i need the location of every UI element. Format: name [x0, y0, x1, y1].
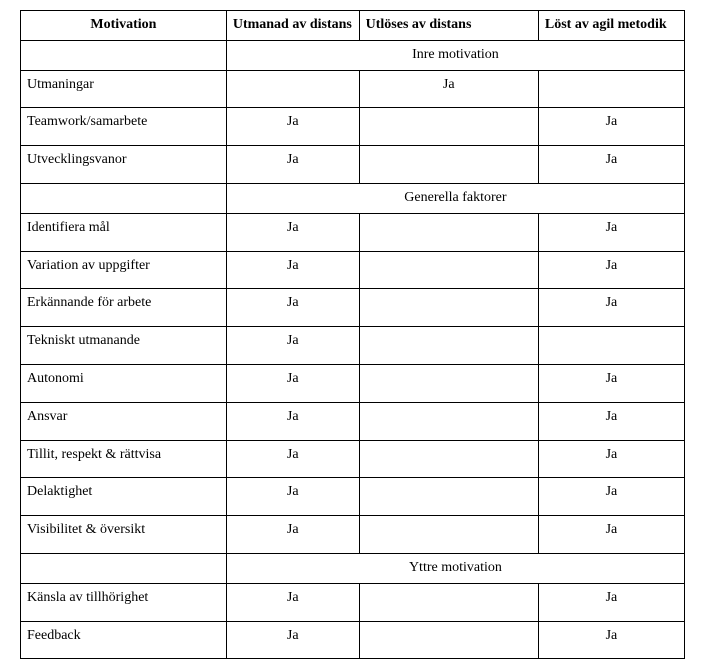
cell: Ja: [226, 621, 359, 659]
cell: [538, 70, 684, 108]
row-label: Autonomi: [21, 364, 227, 402]
header-col3: Löst av agil metodik: [538, 11, 684, 41]
row-label: Utvecklingsvanor: [21, 146, 227, 184]
row-label: Tekniskt utmanande: [21, 327, 227, 365]
cell: Ja: [226, 289, 359, 327]
cell: Ja: [359, 70, 538, 108]
cell: Ja: [538, 251, 684, 289]
cell: [359, 516, 538, 554]
cell: Ja: [226, 364, 359, 402]
cell: Ja: [538, 364, 684, 402]
table-row: Delaktighet Ja Ja: [21, 478, 685, 516]
header-col1: Utmanad av distans: [226, 11, 359, 41]
row-label: Variation av uppgifter: [21, 251, 227, 289]
section-blank: [21, 553, 227, 583]
table-header-row: Motivation Utmanad av distans Utlöses av…: [21, 11, 685, 41]
cell: Ja: [538, 516, 684, 554]
cell: Ja: [226, 327, 359, 365]
row-label: Delaktighet: [21, 478, 227, 516]
table-row: Autonomi Ja Ja: [21, 364, 685, 402]
cell: [359, 440, 538, 478]
cell: Ja: [226, 440, 359, 478]
section-title: Yttre motivation: [226, 553, 684, 583]
cell: [359, 583, 538, 621]
section-title: Generella faktorer: [226, 183, 684, 213]
cell: Ja: [538, 108, 684, 146]
cell: [359, 364, 538, 402]
row-label: Erkännande för arbete: [21, 289, 227, 327]
cell: Ja: [538, 478, 684, 516]
cell: [538, 327, 684, 365]
row-label: Feedback: [21, 621, 227, 659]
table-row: Teamwork/samarbete Ja Ja: [21, 108, 685, 146]
cell: [359, 108, 538, 146]
row-label: Tillit, respekt & rättvisa: [21, 440, 227, 478]
row-label: Känsla av tillhörighet: [21, 583, 227, 621]
cell: [359, 402, 538, 440]
cell: [226, 70, 359, 108]
table-row: Feedback Ja Ja: [21, 621, 685, 659]
cell: Ja: [226, 251, 359, 289]
header-motivation: Motivation: [21, 11, 227, 41]
cell: Ja: [226, 402, 359, 440]
table-row: Identifiera mål Ja Ja: [21, 213, 685, 251]
page: Motivation Utmanad av distans Utlöses av…: [0, 0, 705, 602]
cell: [359, 213, 538, 251]
section-row: Generella faktorer: [21, 183, 685, 213]
row-label: Ansvar: [21, 402, 227, 440]
table-row: Utmaningar Ja: [21, 70, 685, 108]
cell: Ja: [226, 478, 359, 516]
table-row: Utvecklingsvanor Ja Ja: [21, 146, 685, 184]
table-row: Känsla av tillhörighet Ja Ja: [21, 583, 685, 621]
cell: Ja: [538, 440, 684, 478]
cell: Ja: [226, 108, 359, 146]
table-row: Variation av uppgifter Ja Ja: [21, 251, 685, 289]
table-row: Erkännande för arbete Ja Ja: [21, 289, 685, 327]
cell: [359, 146, 538, 184]
cell: Ja: [226, 516, 359, 554]
cell: [359, 478, 538, 516]
cell: Ja: [538, 146, 684, 184]
cell: Ja: [538, 583, 684, 621]
row-label: Utmaningar: [21, 70, 227, 108]
cell: Ja: [226, 583, 359, 621]
cell: [359, 621, 538, 659]
motivation-table: Motivation Utmanad av distans Utlöses av…: [20, 10, 685, 659]
cell: Ja: [226, 146, 359, 184]
header-col2: Utlöses av distans: [359, 11, 538, 41]
cell: Ja: [538, 621, 684, 659]
table-row: Visibilitet & översikt Ja Ja: [21, 516, 685, 554]
section-blank: [21, 40, 227, 70]
cell: Ja: [538, 289, 684, 327]
row-label: Teamwork/samarbete: [21, 108, 227, 146]
cell: Ja: [538, 402, 684, 440]
row-label: Identifiera mål: [21, 213, 227, 251]
table-row: Tekniskt utmanande Ja: [21, 327, 685, 365]
section-title: Inre motivation: [226, 40, 684, 70]
section-blank: [21, 183, 227, 213]
cell: [359, 289, 538, 327]
cell: [359, 251, 538, 289]
section-row: Inre motivation: [21, 40, 685, 70]
cell: [359, 327, 538, 365]
table-row: Ansvar Ja Ja: [21, 402, 685, 440]
section-row: Yttre motivation: [21, 553, 685, 583]
cell: Ja: [538, 213, 684, 251]
cell: Ja: [226, 213, 359, 251]
table-row: Tillit, respekt & rättvisa Ja Ja: [21, 440, 685, 478]
row-label: Visibilitet & översikt: [21, 516, 227, 554]
